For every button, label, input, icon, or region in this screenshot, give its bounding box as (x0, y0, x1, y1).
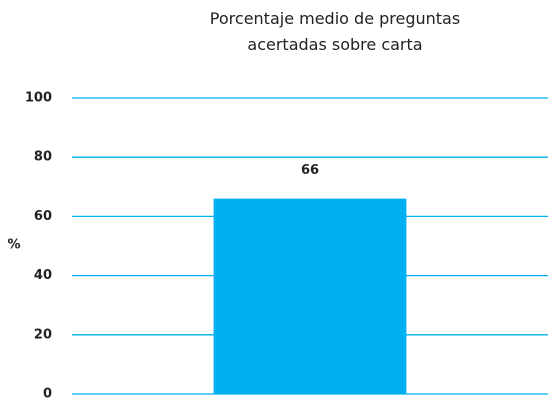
data-label: 66 (301, 163, 319, 178)
y-tick-label: 60 (34, 209, 52, 224)
y-tick-label: 0 (43, 387, 52, 400)
chart-title: Porcentaje medio de preguntas acertadas … (209, 9, 461, 54)
y-tick-label: 40 (34, 268, 52, 283)
y-axis-label: % (7, 238, 20, 253)
y-tick-label: 100 (25, 91, 52, 106)
y-tick-label: 20 (34, 327, 52, 342)
y-tick-label: 80 (34, 150, 52, 165)
bar (213, 198, 407, 394)
